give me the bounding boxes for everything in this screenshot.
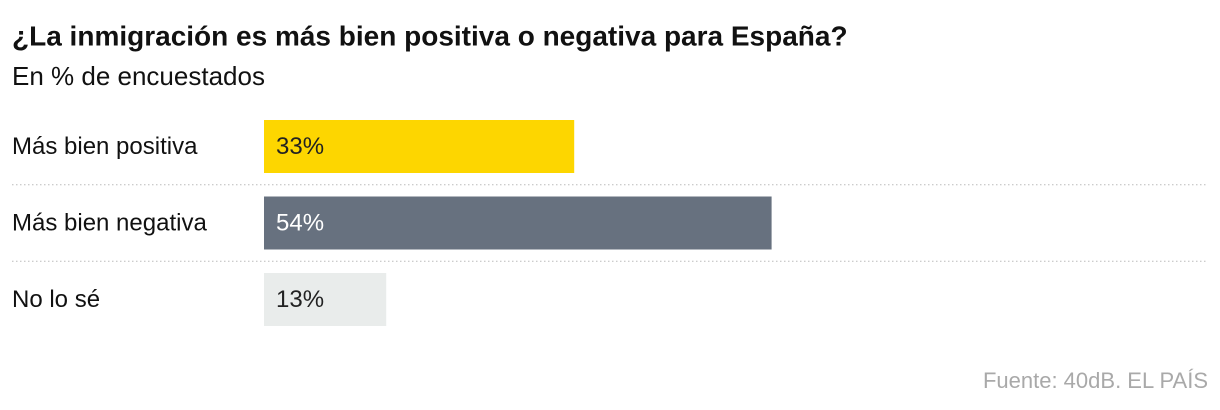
chart-title: ¿La inmigración es más bien positiva o n… [12, 20, 848, 51]
category-label: No lo sé [12, 286, 100, 313]
source: Fuente: 40dB. EL PAÍS [983, 368, 1208, 393]
bar [264, 120, 575, 173]
category-label: Más bien positiva [12, 133, 198, 160]
bar [264, 196, 772, 250]
bar [264, 273, 387, 326]
value-label: 13% [276, 286, 324, 313]
chart-subtitle: En % de encuestados [12, 61, 265, 91]
value-label: 33% [276, 133, 324, 160]
value-label: 54% [276, 209, 324, 236]
category-label: Más bien negativa [12, 209, 207, 236]
